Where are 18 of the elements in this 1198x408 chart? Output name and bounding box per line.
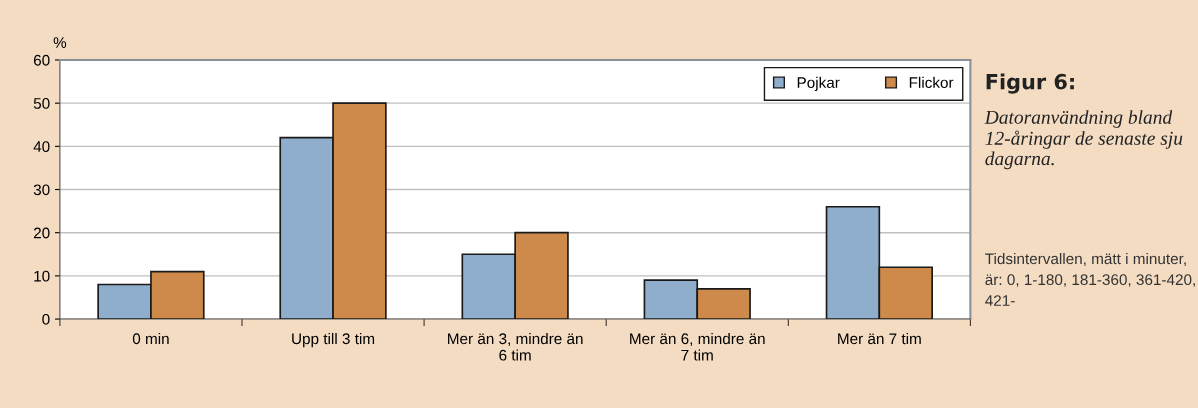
x-tick-label: Upp till 3 tim	[292, 332, 375, 348]
x-tick-label: Mer än 3, mindre än 6 tim	[448, 332, 583, 361]
y-tick-label: 20	[33, 227, 50, 239]
text: Tidsintervallen, mätt i minuter, är: 0, 1-180, 181-360, 361-420, 421-	[985, 252, 1195, 306]
y-tick-label: 60	[33, 54, 50, 66]
y-tick-label: 30	[33, 184, 50, 196]
x-tick-label: 0 min	[132, 332, 169, 345]
y-axis-title: %	[53, 37, 67, 48]
text: Figur 6:	[986, 73, 1074, 94]
y-tick-label: 40	[33, 141, 50, 153]
y-tick-label: 10	[34, 270, 50, 282]
y-tick-label: 50	[33, 98, 50, 109]
x-tick-label: Mer än 6, mindre än 7 tim	[630, 332, 765, 361]
text: Datoranvändning bland 12-åringar de senaste sju dagarna.	[984, 110, 1183, 170]
y-tick-label: 0	[42, 313, 50, 325]
x-tick-label: Mer än 7 tim	[838, 332, 921, 345]
legend-label: Flickor	[909, 76, 954, 88]
legend-label: Pojkar	[797, 76, 840, 92]
